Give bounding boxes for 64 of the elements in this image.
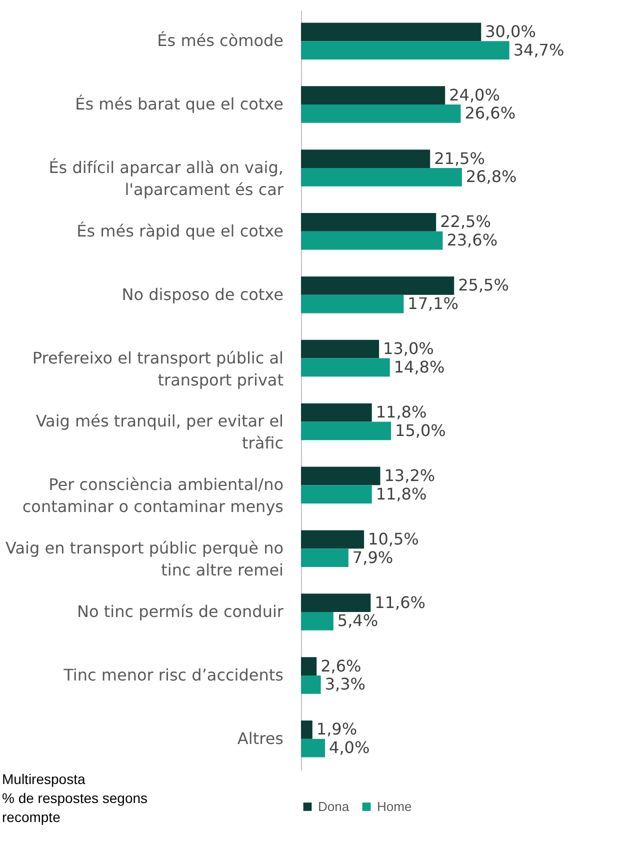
bar: [301, 720, 312, 739]
data-label: 26,8%: [466, 167, 517, 186]
y-tick-label: Tinc menor risc d’accidents: [62, 665, 284, 684]
y-tick-label: Vaig en transport públic perquè no tinc altre remei: [6, 538, 284, 580]
data-label: 11,8%: [376, 484, 427, 504]
data-label: 1,9%: [316, 720, 358, 739]
data-label: 7,9%: [352, 548, 394, 567]
bar: [301, 150, 430, 168]
data-label: 14,8%: [394, 357, 445, 376]
bar: [301, 738, 326, 758]
data-label: 15,0%: [395, 420, 446, 440]
data-label: 25,5%: [458, 276, 509, 295]
data-label: 26,6%: [464, 104, 516, 123]
data-label: 2,6%: [320, 656, 362, 676]
data-label: 11,6%: [374, 592, 426, 612]
bar: [301, 612, 334, 630]
data-label: 10,5%: [368, 529, 419, 548]
bar: [301, 104, 461, 123]
bar: [301, 231, 443, 250]
bar: [301, 340, 380, 358]
bar: [301, 485, 372, 504]
bar: [301, 213, 436, 232]
bar: [301, 86, 446, 105]
y-tick-label: És més còmode: [157, 31, 284, 50]
bar: [301, 422, 392, 440]
data-label: 11,8%: [376, 402, 427, 422]
bar: [301, 548, 348, 567]
data-label: 22,5%: [440, 212, 491, 232]
bar: [301, 466, 380, 486]
bar: [301, 41, 510, 60]
data-label: 5,4%: [337, 611, 378, 630]
data-label: 4,0%: [329, 738, 370, 758]
data-label: 34,7%: [513, 40, 564, 60]
text: Multiresposta: [2, 770, 86, 789]
y-tick-label: Vaig més tranquil, per evitar el tràfic: [36, 412, 284, 453]
bar: [301, 358, 390, 377]
bar: [301, 675, 321, 694]
y-tick-label: És més ràpid que el cotxe: [76, 221, 284, 240]
bar: [301, 403, 372, 422]
y-tick-label: Prefereixo el transport públic al transport privat: [32, 348, 284, 390]
data-label: 13,2%: [384, 466, 436, 485]
text: % de respostes segons recompte: [2, 789, 149, 827]
data-label: 30,0%: [485, 22, 536, 41]
data-label: 13,0%: [383, 339, 434, 358]
bar: [301, 530, 364, 549]
bar: [301, 657, 317, 676]
bar: [301, 294, 404, 314]
y-tick-label: És difícil aparcar allà on vaig, l'aparcament és car: [48, 158, 284, 199]
y-tick-label: No tinc permís de conduir: [77, 602, 284, 622]
legend-label: Home: [377, 798, 412, 814]
y-tick-label: És més barat que el cotxe: [75, 94, 284, 114]
bar: [301, 594, 371, 612]
legend-label: Dona: [318, 798, 350, 814]
data-label: 17,1%: [408, 294, 458, 314]
y-tick-label: No disposo de cotxe: [122, 284, 284, 304]
data-label: 21,5%: [434, 148, 485, 168]
data-label: 24,0%: [449, 85, 500, 104]
data-label: 3,3%: [324, 674, 366, 694]
data-label: 23,6%: [446, 230, 498, 250]
y-tick-label: Altres: [237, 728, 284, 748]
bar: [301, 276, 454, 295]
bar: [301, 22, 482, 42]
bar: [301, 168, 462, 186]
y-tick-label: Per consciència ambiental/no contaminar o contaminar menys: [22, 475, 284, 516]
